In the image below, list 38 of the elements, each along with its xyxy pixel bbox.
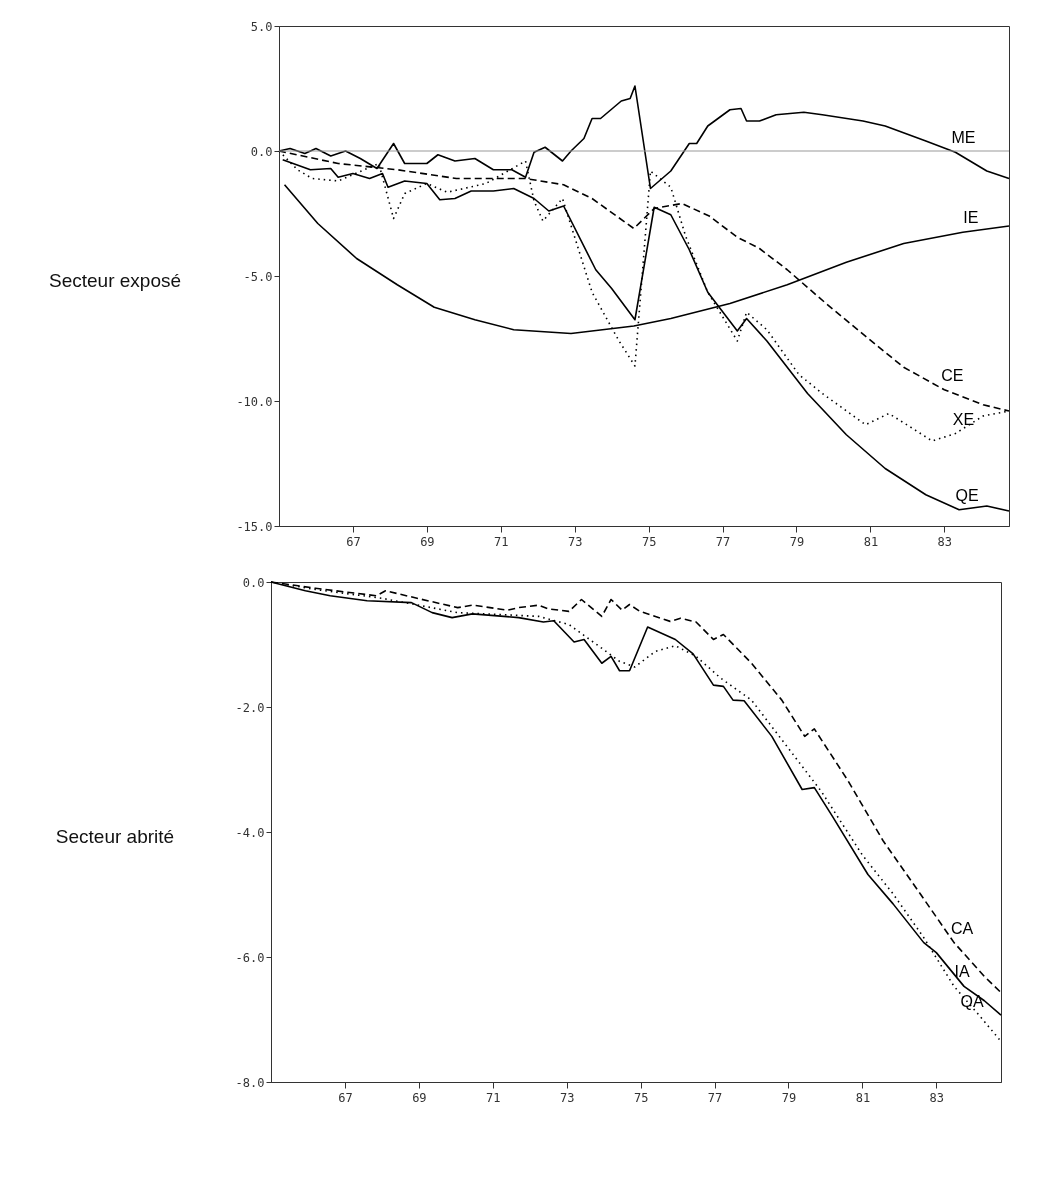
series-label: CE	[941, 366, 964, 384]
x-tick-label: 71	[486, 1090, 501, 1105]
x-tick-label: 69	[420, 534, 435, 549]
y-tick-label: -2.0	[235, 700, 265, 715]
series-label: QE	[955, 486, 979, 504]
y-tick-label: 0.0	[242, 575, 265, 590]
series-label: ME	[951, 129, 976, 147]
x-tick-label: 73	[567, 534, 583, 549]
x-tick-label: 77	[707, 1090, 723, 1105]
series-label: CA	[950, 919, 974, 937]
y-tick-label: -5.0	[243, 269, 273, 284]
y-tick-label: 5.0	[250, 19, 273, 34]
x-tick-label: 69	[412, 1090, 427, 1105]
y-tick-label: 0.0	[250, 144, 273, 159]
x-tick-label: 79	[781, 1090, 797, 1105]
y-tick-label: -10.0	[236, 394, 273, 409]
y-tick-label: -8.0	[235, 1075, 265, 1090]
x-tick-label: 67	[346, 534, 361, 549]
x-tick-label: 71	[494, 534, 509, 549]
text: Secteur exposé	[48, 270, 182, 292]
x-tick-label: 79	[789, 534, 805, 549]
y-tick-label: -15.0	[236, 519, 273, 534]
x-tick-label: 75	[641, 534, 657, 549]
series-label: QA	[960, 993, 984, 1011]
y-tick-label: -6.0	[235, 950, 265, 965]
x-tick-label: 83	[937, 534, 953, 549]
x-tick-label: 67	[338, 1090, 353, 1105]
series-label: IA	[954, 963, 970, 981]
x-tick-label: 81	[863, 534, 879, 549]
x-tick-label: 81	[855, 1090, 871, 1105]
y-tick-label: -4.0	[235, 825, 265, 840]
x-tick-label: 83	[929, 1090, 945, 1105]
x-tick-label: 73	[559, 1090, 575, 1105]
x-tick-label: 75	[633, 1090, 649, 1105]
x-tick-label: 77	[715, 534, 731, 549]
series-label: XE	[952, 410, 975, 428]
text: Secteur abrité	[54, 826, 176, 848]
series-label: IE	[963, 209, 979, 227]
